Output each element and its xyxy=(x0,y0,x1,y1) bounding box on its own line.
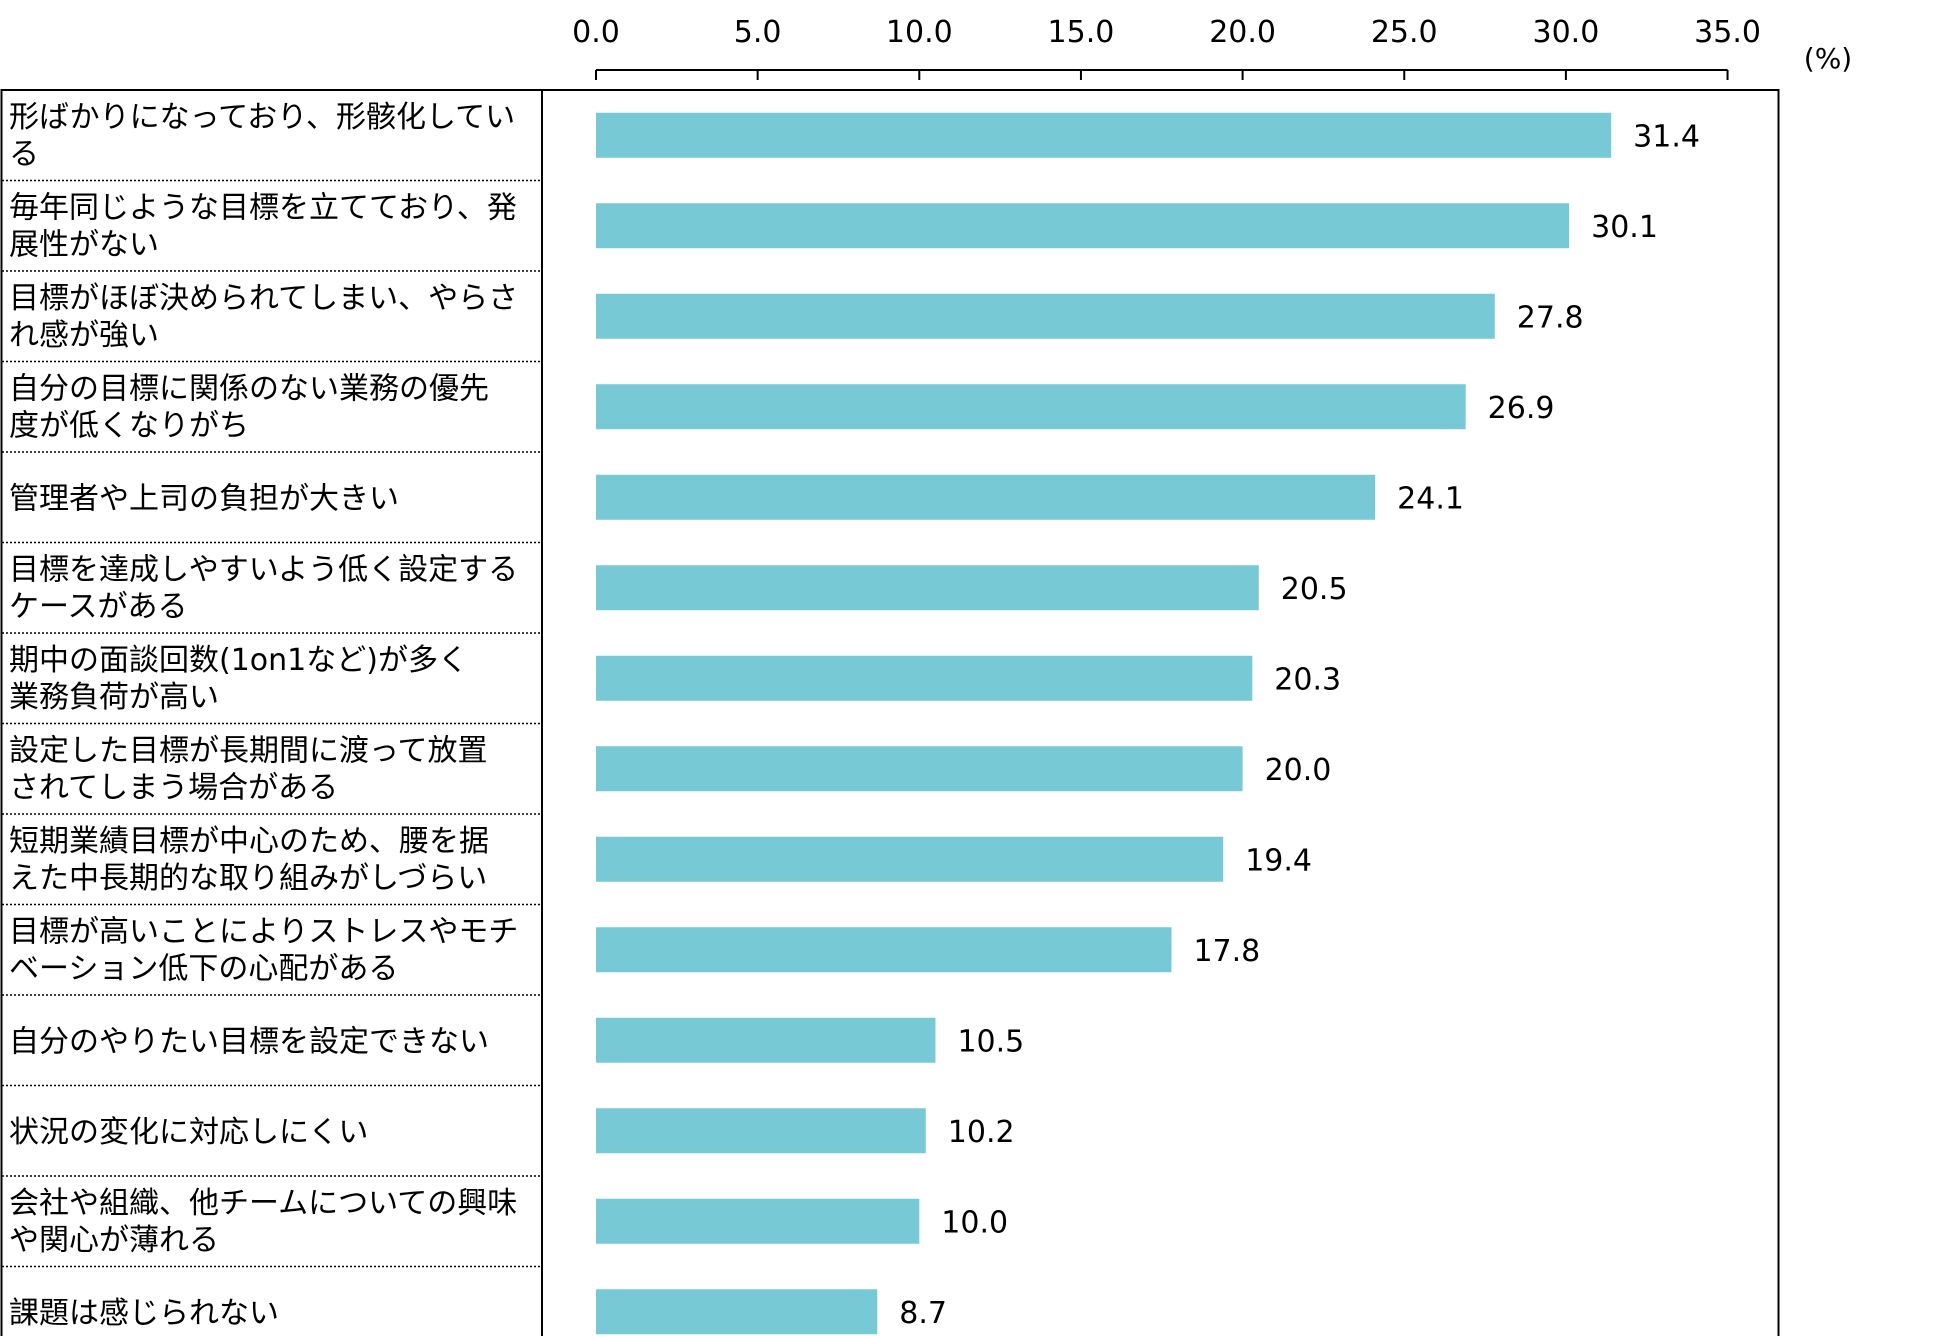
category-label-line: 展性がない xyxy=(9,228,159,263)
bar xyxy=(596,1108,926,1154)
bar xyxy=(596,203,1570,249)
x-tick-label: 30.0 xyxy=(1533,15,1600,50)
category-label-line: 会社や組織、他チームについての興味 xyxy=(9,1186,517,1221)
category-label: 毎年同じような目標を立てており、発展性がない xyxy=(9,191,517,263)
bar-value-label: 20.3 xyxy=(1274,662,1341,697)
category-label: 自分のやりたい目標を設定できない xyxy=(9,1024,489,1059)
category-label: 管理者や上司の負担が大きい xyxy=(9,481,399,516)
bar-value-label: 17.8 xyxy=(1193,934,1260,969)
category-label: 短期業績目標が中心のため、腰を据えた中長期的な取り組みがしづらい xyxy=(9,824,489,896)
category-label: 設定した目標が長期間に渡って放置されてしまう場合がある xyxy=(9,734,488,806)
category-label: 会社や組織、他チームについての興味や関心が薄れる xyxy=(9,1186,517,1258)
bar-value-label: 19.4 xyxy=(1245,843,1312,878)
category-label-line: 設定した目標が長期間に渡って放置 xyxy=(9,734,488,769)
category-label-line: 目標がほぼ決められてしまい、やらさ xyxy=(9,281,518,316)
category-label-line: えた中長期的な取り組みがしづらい xyxy=(9,861,487,896)
category-label: 目標がほぼ決められてしまい、やらされ感が強い xyxy=(9,281,518,353)
bar xyxy=(596,1017,936,1063)
x-tick-label: 5.0 xyxy=(734,15,782,50)
category-label: 形ばかりになっており、形骸化している xyxy=(9,100,515,172)
x-tick-label: 20.0 xyxy=(1209,15,1276,50)
bar xyxy=(596,836,1224,882)
category-label: 自分の目標に関係のない業務の優先度が低くなりがち xyxy=(9,372,489,444)
category-label-line: ケースがある xyxy=(9,590,188,625)
bar-value-label: 27.8 xyxy=(1517,300,1584,335)
category-label-line: 形ばかりになっており、形骸化してい xyxy=(9,100,515,135)
category-label-line: 自分の目標に関係のない業務の優先 xyxy=(9,372,489,407)
category-label-line: 短期業績目標が中心のため、腰を据 xyxy=(9,824,489,859)
bar-value-label: 10.0 xyxy=(941,1205,1008,1240)
category-label: 状況の変化に対応しにくい xyxy=(9,1115,368,1150)
bar xyxy=(596,293,1495,339)
x-tick-label: 10.0 xyxy=(886,15,953,50)
category-label-line: る xyxy=(9,137,39,172)
category-label-line: や関心が薄れる xyxy=(9,1223,219,1258)
bar xyxy=(596,112,1612,158)
bar-value-label: 31.4 xyxy=(1633,119,1700,154)
category-label-line: れ感が強い xyxy=(9,318,159,353)
bar xyxy=(596,927,1172,973)
category-label: 期中の面談回数(1on1など)が多く業務負荷が高い xyxy=(9,643,468,715)
bar xyxy=(596,1198,920,1244)
bar-value-label: 8.7 xyxy=(899,1296,947,1331)
category-label-line: 業務負荷が高い xyxy=(9,680,219,715)
bar-value-label: 24.1 xyxy=(1397,481,1464,516)
bar xyxy=(596,655,1253,701)
category-label-line: 度が低くなりがち xyxy=(9,409,249,444)
category-label-line: 目標を達成しやすいよう低く設定する xyxy=(9,553,518,588)
category-label: 課題は感じられない xyxy=(9,1296,279,1331)
unit-label: (%) xyxy=(1804,42,1852,75)
category-label-line: されてしまう場合がある xyxy=(9,771,338,806)
bar-value-label: 10.5 xyxy=(957,1024,1024,1059)
bar xyxy=(596,746,1243,792)
x-tick-label: 25.0 xyxy=(1371,15,1438,50)
bar xyxy=(596,1289,878,1335)
bar xyxy=(596,384,1466,430)
bar-value-label: 26.9 xyxy=(1488,391,1555,426)
bar xyxy=(596,474,1376,520)
category-label-line: 目標が高いことによりストレスやモチ xyxy=(9,915,518,950)
category-label-line: 期中の面談回数(1on1など)が多く xyxy=(9,643,468,678)
x-tick-label: 35.0 xyxy=(1694,15,1761,50)
bar-value-label: 20.0 xyxy=(1265,753,1332,788)
category-label-line: ベーション低下の心配がある xyxy=(9,952,398,987)
bar-value-label: 10.2 xyxy=(948,1115,1015,1150)
bar-value-label: 20.5 xyxy=(1281,572,1348,607)
category-label: 目標が高いことによりストレスやモチベーション低下の心配がある xyxy=(9,915,518,987)
chart-frame xyxy=(0,89,1780,1336)
bar-value-label: 30.1 xyxy=(1591,210,1658,245)
x-tick-label: 15.0 xyxy=(1048,15,1115,50)
category-label-line: 毎年同じような目標を立てており、発 xyxy=(9,191,517,226)
category-label: 目標を達成しやすいよう低く設定するケースがある xyxy=(9,553,518,625)
bar xyxy=(596,565,1259,611)
x-tick-label: 0.0 xyxy=(572,15,620,50)
